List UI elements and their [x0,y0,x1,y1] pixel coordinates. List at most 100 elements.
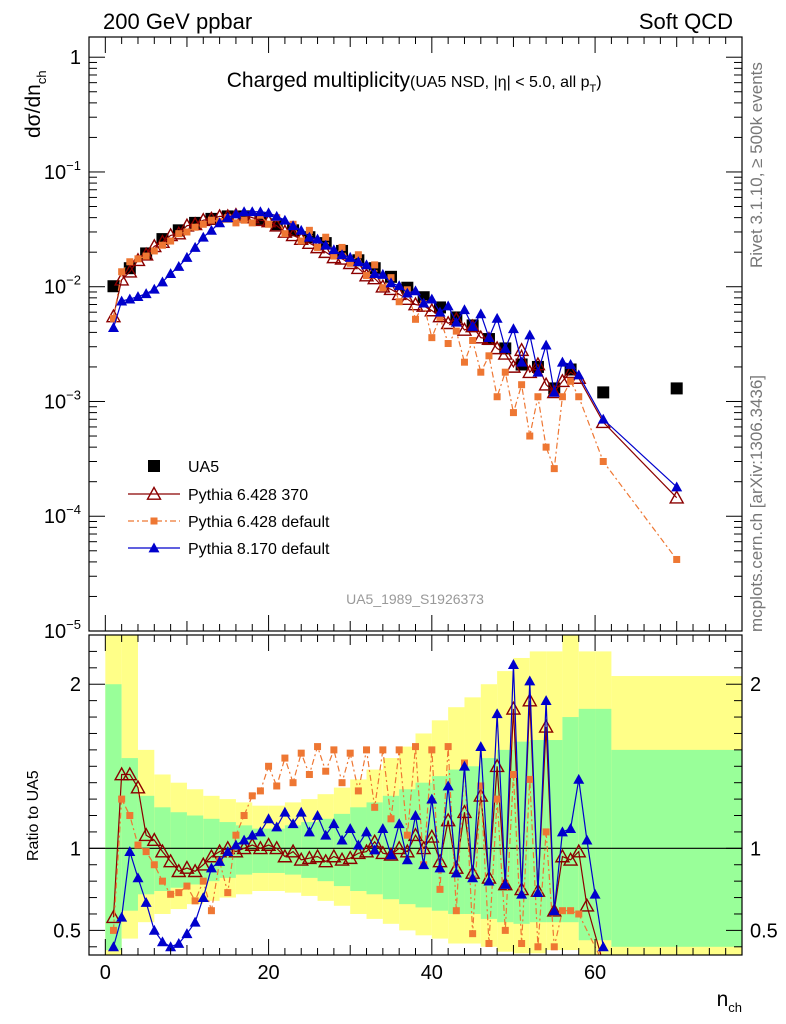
main-y-tick-label: 10−1 [44,158,81,184]
main-point [197,231,209,242]
ratio-point [597,941,609,952]
ratio-point [589,888,601,899]
main-point [297,237,305,245]
main-point [175,230,183,238]
main-y-tick-label: 10−2 [44,273,81,299]
main-point [122,263,138,278]
main-point [575,393,583,401]
main-point [540,339,552,350]
main-point [418,297,430,308]
ratio-point [383,846,399,861]
ratio-point [452,907,460,915]
ratio-point [532,887,544,898]
ratio-point [167,890,175,898]
main-point [314,243,322,251]
ratio-point [107,941,119,952]
ratio-point [354,787,362,795]
ratio-point [126,812,134,820]
main-point [352,256,364,267]
ratio-point [199,877,207,885]
ratio-point [105,909,122,924]
main-point [354,251,362,259]
ratio-point [338,779,346,787]
main-series-0 [107,210,683,399]
main-series-line [112,214,678,560]
ratio-point [118,795,126,803]
ratio-point [132,872,144,883]
x-axis-label: nch [717,988,742,1015]
ratio-point [379,746,387,754]
main-point [434,306,446,317]
main-point [550,465,558,473]
main-point [167,237,175,245]
main-point [320,239,332,250]
ratio-point [254,826,266,837]
ratio-point [109,926,117,934]
inner-band-bin [154,807,171,891]
ratio-point [222,846,234,857]
main-point [385,277,397,288]
main-point [240,216,248,224]
ratio-point [526,775,534,783]
ratio-point [581,834,593,845]
ratio-point [140,896,152,907]
ratio-point [385,849,397,860]
main-point [393,280,405,291]
main-point [279,214,291,225]
main-point [399,291,416,306]
ratio-point [434,862,446,873]
ratio-point [469,930,477,938]
main-point [238,206,250,217]
main-point [158,241,166,249]
ratio-point [314,743,322,751]
ratio-point [205,862,217,873]
ratio-point [297,749,305,757]
main-point [673,555,681,563]
ratio-point [393,818,405,829]
ratio-point [524,675,536,686]
ratio-point [195,856,211,871]
ratio-point [305,770,313,778]
ratio-point [260,837,277,851]
main-y-tick-base: 10 [44,277,66,299]
ratio-point [148,924,160,935]
ratio-point [558,907,566,915]
x-axis-label-sub: ch [728,1000,742,1015]
main-point [597,386,610,399]
ratio-point [489,758,505,773]
ratio-point [154,843,171,858]
main-point [305,226,313,234]
ratio-series-1 [109,743,600,955]
ratio-point [344,823,356,834]
ratio-point [214,855,226,866]
main-point [452,327,460,335]
ratio-point [499,878,511,889]
main-point [379,284,387,292]
main-y-tick-exp: −3 [66,387,81,402]
legend-label: UA5 [188,459,219,476]
ratio-point [150,861,158,869]
inner-band-bin [317,818,334,882]
ratio-point [579,897,595,912]
ratio-point [173,938,185,948]
main-point [444,340,452,348]
ratio-point [491,708,503,719]
ratio-point [134,841,142,849]
main-point [303,231,315,242]
ratio-point [246,829,258,840]
ratio-point [361,826,373,837]
ratio-point [130,779,146,794]
legend-marker [148,460,160,472]
main-point [295,224,307,235]
main-point [395,298,403,306]
ratio-point [336,834,348,845]
main-point [118,268,126,276]
ratio-point [412,743,419,751]
main-y-tick-exp: −2 [66,273,81,288]
ratio-point [309,848,326,863]
ratio-point [269,840,285,855]
main-point [285,227,301,242]
ratio-point [426,793,438,804]
ratio-point [240,812,248,820]
ratio-point [424,828,440,843]
